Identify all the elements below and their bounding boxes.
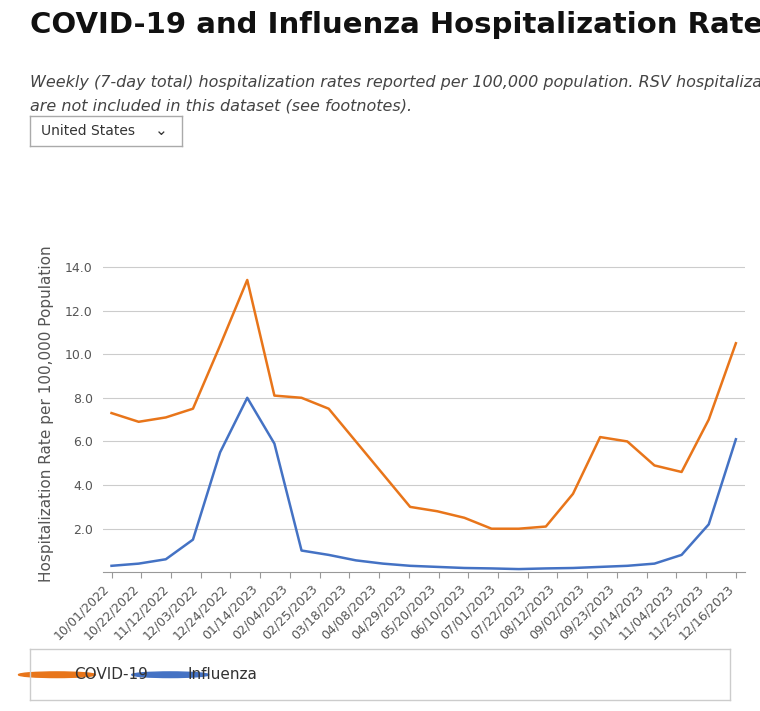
- Text: Influenza: Influenza: [187, 667, 257, 683]
- Text: are not included in this dataset (see footnotes).: are not included in this dataset (see fo…: [30, 98, 413, 113]
- Circle shape: [18, 672, 96, 678]
- Text: COVID-19 and Influenza Hospitalization Rates: COVID-19 and Influenza Hospitalization R…: [30, 11, 760, 38]
- Text: ⌄: ⌄: [155, 123, 167, 139]
- Text: COVID-19: COVID-19: [74, 667, 147, 683]
- Circle shape: [131, 672, 209, 678]
- Text: United States: United States: [41, 124, 135, 138]
- Y-axis label: Hospitalization Rate per 100,000 Population: Hospitalization Rate per 100,000 Populat…: [39, 246, 54, 582]
- Text: Weekly (7-day total) hospitalization rates reported per 100,000 population. RSV : Weekly (7-day total) hospitalization rat…: [30, 75, 760, 90]
